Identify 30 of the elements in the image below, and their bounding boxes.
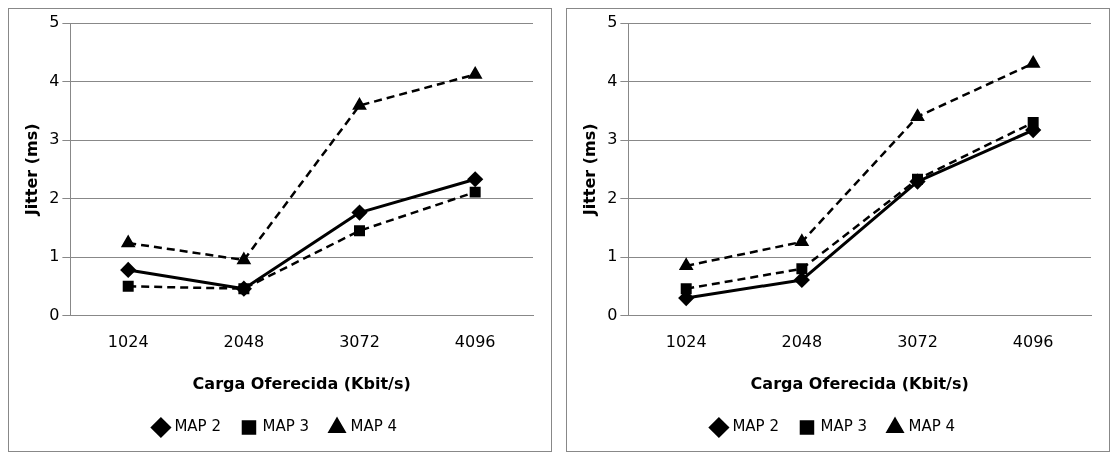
y-tick-label: 2: [49, 187, 60, 207]
legend-label: MAP 2: [174, 417, 221, 436]
y-tick-label: 0: [607, 304, 618, 324]
x-tick-label: 2048: [223, 332, 265, 352]
y-tick-label: 3: [607, 129, 618, 149]
y-axis-title: Jitter (ms): [579, 123, 599, 217]
x-tick-label: 1024: [107, 332, 149, 352]
legend-label: MAP 3: [262, 417, 310, 436]
legend-label: MAP 4: [350, 417, 398, 436]
x-axis-title: Carga Oferecida (Kbit/s): [750, 373, 969, 393]
y-tick-label: 1: [607, 246, 618, 266]
legend-label: MAP 4: [908, 417, 956, 436]
x-axis-title: Carga Oferecida (Kbit/s): [192, 373, 411, 393]
legend-label: MAP 2: [732, 417, 779, 436]
x-tick-label: 3072: [339, 332, 380, 352]
y-tick-label: 5: [49, 12, 60, 32]
legend-label: MAP 3: [820, 417, 868, 436]
y-tick-label: 4: [49, 70, 60, 90]
y-tick-label: 1: [49, 246, 60, 266]
y-tick-label: 2: [607, 187, 618, 207]
x-tick-label: 4096: [1012, 332, 1054, 352]
y-axis-title: Jitter (ms): [21, 123, 41, 217]
x-tick-label: 2048: [781, 332, 823, 352]
x-tick-label: 1024: [665, 332, 707, 352]
y-tick-label: 4: [607, 70, 618, 90]
x-tick-label: 3072: [897, 332, 938, 352]
y-tick-label: 5: [607, 12, 618, 32]
x-tick-label: 4096: [454, 332, 496, 352]
y-tick-label: 3: [49, 129, 60, 149]
y-tick-label: 0: [49, 304, 60, 324]
